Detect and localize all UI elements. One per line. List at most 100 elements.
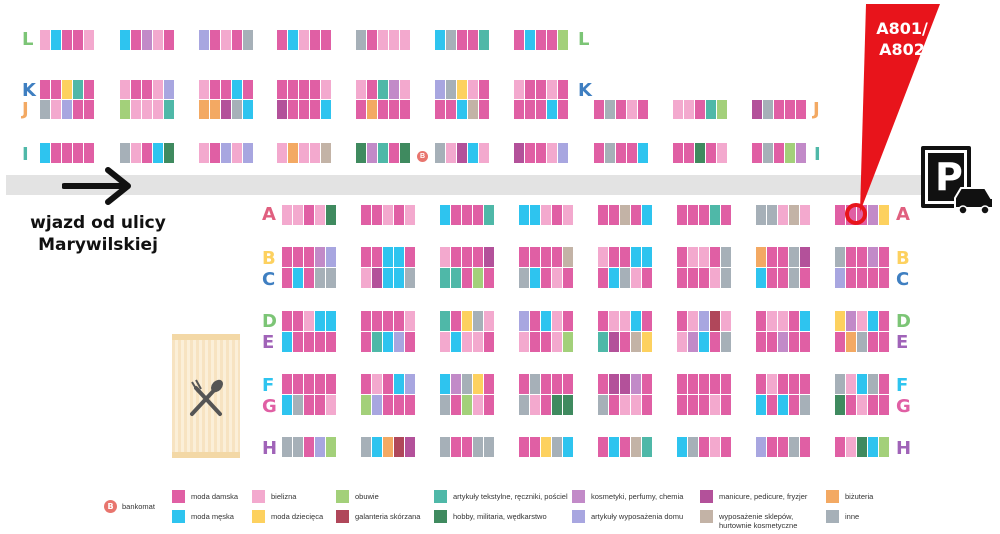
stall — [484, 311, 494, 331]
stall — [484, 332, 494, 352]
stall — [479, 80, 489, 99]
stall — [541, 395, 551, 415]
stall-block — [677, 311, 731, 331]
stall — [530, 395, 540, 415]
stall — [835, 332, 845, 352]
stall — [605, 143, 615, 163]
stall — [699, 395, 709, 415]
stall — [789, 205, 799, 225]
stall-block — [435, 100, 489, 119]
stall — [62, 80, 72, 99]
stall — [879, 437, 889, 457]
stall — [835, 247, 845, 267]
stall — [525, 80, 535, 99]
callout-line2: A802 — [879, 40, 925, 59]
stall — [435, 143, 445, 163]
stall — [435, 100, 445, 119]
stall — [243, 30, 253, 50]
stall — [479, 30, 489, 50]
stall — [394, 205, 404, 225]
stall — [620, 311, 630, 331]
stall — [541, 437, 551, 457]
stall — [435, 30, 445, 50]
stall-block — [361, 247, 415, 267]
legend-label: moda dziecięca — [271, 512, 324, 521]
stall — [405, 437, 415, 457]
stall — [547, 143, 557, 163]
stall — [710, 374, 720, 394]
stall — [552, 268, 562, 288]
stall — [627, 143, 637, 163]
stall — [131, 80, 141, 99]
row-label-a-right: A — [896, 206, 910, 224]
stall — [677, 247, 687, 267]
stall — [282, 311, 292, 331]
stall — [789, 332, 799, 352]
stall — [389, 30, 399, 50]
stall — [638, 143, 648, 163]
stall — [383, 268, 393, 288]
stall — [868, 311, 878, 331]
stall — [846, 374, 856, 394]
stall — [688, 374, 698, 394]
legend-swatch — [252, 490, 265, 503]
stall — [367, 100, 377, 119]
stall — [304, 374, 314, 394]
stall — [552, 311, 562, 331]
stall — [756, 268, 766, 288]
legend-label: galanteria skórzana — [355, 512, 421, 521]
stall — [552, 205, 562, 225]
legend-swatch — [434, 490, 447, 503]
stall-block — [598, 395, 652, 415]
stall — [558, 80, 568, 99]
stall — [372, 374, 382, 394]
stall-block — [677, 268, 731, 288]
stall — [383, 332, 393, 352]
stall — [400, 80, 410, 99]
stall — [789, 437, 799, 457]
stall — [620, 437, 630, 457]
legend-item: bielizna — [252, 490, 296, 503]
stall — [778, 437, 788, 457]
stall — [609, 437, 619, 457]
stall — [846, 437, 856, 457]
stall-block — [594, 100, 648, 119]
stall — [62, 100, 72, 119]
stall — [631, 311, 641, 331]
stall — [688, 247, 698, 267]
legend-item: wyposażenie sklepów, hurtownie kosmetyczn… — [700, 510, 797, 530]
stall — [879, 395, 889, 415]
row-label-i-left: I — [22, 146, 29, 164]
stall — [684, 100, 694, 119]
stall — [756, 332, 766, 352]
stall — [446, 143, 456, 163]
stall — [846, 247, 856, 267]
stall — [688, 311, 698, 331]
stall — [857, 332, 867, 352]
stall — [315, 332, 325, 352]
stall — [383, 247, 393, 267]
stall — [598, 395, 608, 415]
stall — [221, 80, 231, 99]
stall — [293, 311, 303, 331]
stall-block — [277, 143, 331, 163]
stall — [405, 395, 415, 415]
legend-label: kosmetyki, perfumy, chemia — [591, 492, 684, 501]
stall — [631, 268, 641, 288]
stall — [673, 143, 683, 163]
stall-block — [519, 395, 573, 415]
row-label-text: F — [262, 375, 275, 396]
legend-swatch — [700, 490, 713, 503]
entry-arrow-icon — [62, 167, 131, 205]
stall-block — [514, 143, 568, 163]
stall — [857, 311, 867, 331]
stall — [232, 30, 242, 50]
stall — [752, 100, 762, 119]
stall — [756, 437, 766, 457]
row-label-j-left: J — [22, 101, 29, 119]
stall — [763, 143, 773, 163]
row-label-text: C — [262, 269, 276, 290]
stall — [642, 332, 652, 352]
stall — [299, 143, 309, 163]
